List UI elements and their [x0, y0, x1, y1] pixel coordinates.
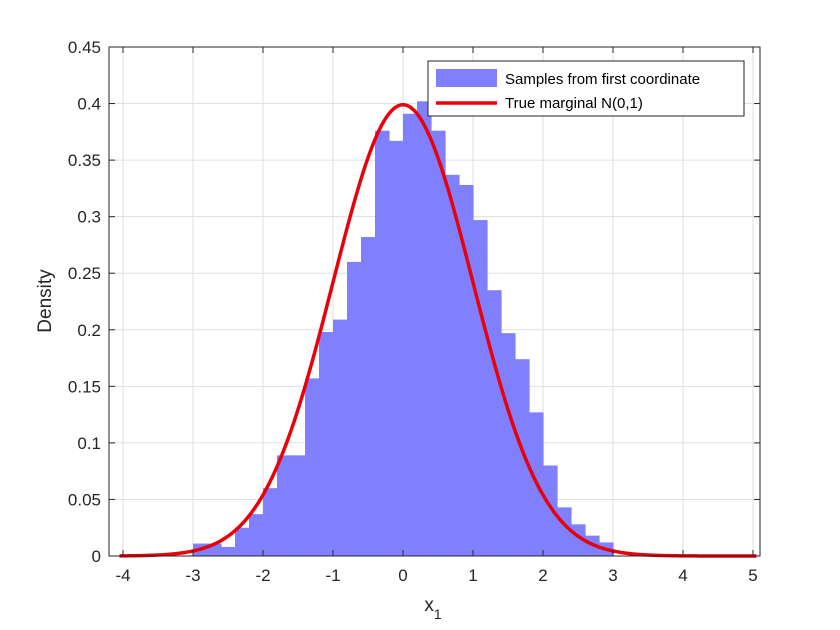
x-axis-label-subscript: 1 — [434, 606, 442, 622]
x-tick-label: -2 — [255, 566, 270, 585]
ticks — [109, 46, 760, 557]
histogram-bar — [249, 514, 264, 556]
histogram-bar — [277, 455, 292, 556]
histogram-bar — [515, 359, 530, 556]
x-axis-label: x1 — [424, 595, 442, 622]
y-tick-label: 0.35 — [68, 151, 101, 170]
x-tick-label: -1 — [325, 566, 340, 585]
histogram-bar — [291, 455, 306, 556]
y-tick-label: 0.05 — [68, 490, 101, 509]
histogram-bars — [193, 101, 614, 557]
histogram-bar — [501, 333, 516, 556]
histogram-bar — [263, 488, 278, 556]
histogram-bar — [347, 261, 362, 556]
y-tick-label: 0.1 — [77, 434, 101, 453]
histogram-bar — [221, 546, 236, 556]
y-tick-label: 0.3 — [77, 208, 101, 227]
histogram-bar — [333, 319, 348, 556]
x-tick-label: 1 — [468, 566, 477, 585]
histogram-bar — [473, 220, 488, 556]
histogram-bar — [459, 184, 474, 557]
histogram-bar — [235, 527, 250, 556]
histogram-bar — [431, 130, 446, 557]
legend-swatch-histogram — [436, 69, 497, 87]
histogram-bar — [403, 113, 418, 556]
histogram-bar — [543, 465, 558, 556]
x-tick-label: 3 — [608, 566, 617, 585]
y-tick-label: 0.25 — [68, 264, 101, 283]
histogram-bar — [375, 130, 390, 557]
legend-label-curve: True marginal N(0,1) — [505, 95, 643, 112]
histogram-bar — [305, 378, 320, 556]
y-tick-label: 0.2 — [77, 321, 101, 340]
y-tick-label: 0 — [92, 547, 101, 566]
histogram-bar — [389, 140, 404, 557]
x-tick-label: 2 — [538, 566, 547, 585]
histogram-bar — [361, 237, 376, 556]
x-tick-label: 4 — [678, 566, 687, 585]
histogram-bar — [417, 101, 432, 556]
axes-box — [108, 46, 761, 557]
normal-pdf-line — [119, 103, 757, 558]
histogram-bar — [557, 507, 572, 556]
x-tick-label: 0 — [398, 566, 407, 585]
x-tick-label: 5 — [748, 566, 757, 585]
histogram-bar — [445, 174, 460, 556]
x-tick-label: -4 — [115, 566, 130, 585]
legend-label-histogram: Samples from first coordinate — [505, 71, 700, 88]
x-tick-label: -3 — [185, 566, 200, 585]
tick-labels: -4 -3 -2 -1 0 1 2 3 4 5 0 0.05 0.1 0.15 0.2 0.25 0.3 0.35… — [68, 38, 758, 585]
y-tick-label: 0.4 — [77, 95, 101, 114]
normal-curve — [119, 103, 757, 558]
y-axis-label: Density — [35, 269, 56, 333]
histogram-bar — [319, 332, 334, 556]
y-tick-label: 0.45 — [68, 38, 101, 57]
y-tick-label: 0.15 — [68, 377, 101, 396]
histogram-bar — [487, 290, 502, 556]
legend: Samples from first coordinate True margi… — [427, 60, 745, 117]
